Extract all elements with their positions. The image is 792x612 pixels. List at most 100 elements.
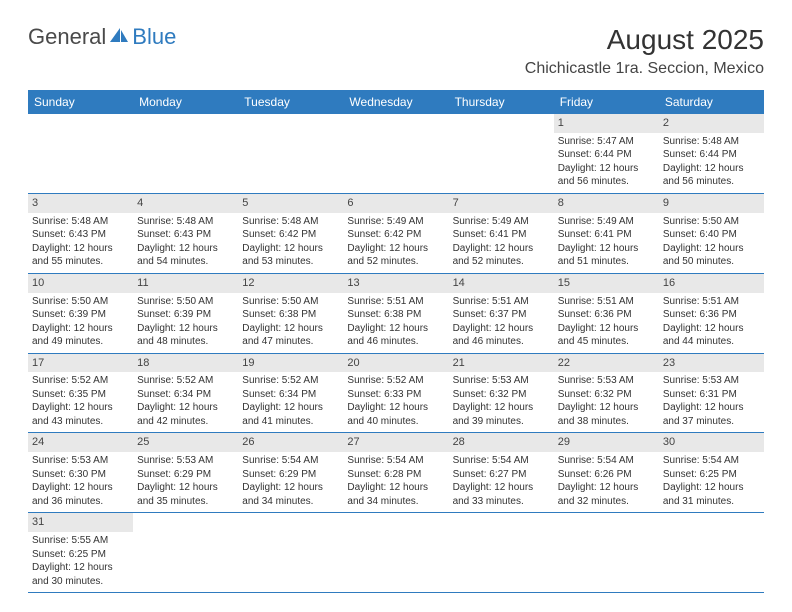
day-daylight: Daylight: 12 hours and 44 minutes. — [663, 322, 760, 349]
day-cell — [449, 114, 554, 193]
day-cell — [343, 114, 448, 193]
day-daylight: Daylight: 12 hours and 52 minutes. — [347, 242, 444, 269]
day-sunrise: Sunrise: 5:53 AM — [32, 454, 129, 468]
day-cell: 5Sunrise: 5:48 AMSunset: 6:42 PMDaylight… — [238, 194, 343, 273]
day-number: 4 — [133, 194, 238, 213]
day-cell — [28, 114, 133, 193]
day-header-row: SundayMondayTuesdayWednesdayThursdayFrid… — [28, 90, 764, 114]
day-cell — [133, 114, 238, 193]
day-daylight: Daylight: 12 hours and 51 minutes. — [558, 242, 655, 269]
day-cell: 7Sunrise: 5:49 AMSunset: 6:41 PMDaylight… — [449, 194, 554, 273]
day-body: Sunrise: 5:53 AMSunset: 6:29 PMDaylight:… — [133, 452, 238, 512]
day-sunrise: Sunrise: 5:53 AM — [453, 374, 550, 388]
day-body: Sunrise: 5:53 AMSunset: 6:32 PMDaylight:… — [449, 372, 554, 432]
day-daylight: Daylight: 12 hours and 47 minutes. — [242, 322, 339, 349]
day-header: Sunday — [28, 90, 133, 114]
day-cell: 14Sunrise: 5:51 AMSunset: 6:37 PMDayligh… — [449, 274, 554, 353]
day-body: Sunrise: 5:51 AMSunset: 6:38 PMDaylight:… — [343, 293, 448, 353]
day-sunrise: Sunrise: 5:47 AM — [558, 135, 655, 149]
day-sunset: Sunset: 6:31 PM — [663, 388, 760, 402]
day-daylight: Daylight: 12 hours and 37 minutes. — [663, 401, 760, 428]
day-body: Sunrise: 5:52 AMSunset: 6:34 PMDaylight:… — [133, 372, 238, 432]
day-sunset: Sunset: 6:36 PM — [558, 308, 655, 322]
title-block: August 2025 Chichicastle 1ra. Seccion, M… — [525, 24, 764, 78]
day-body: Sunrise: 5:54 AMSunset: 6:25 PMDaylight:… — [659, 452, 764, 512]
logo: General Blue — [28, 24, 176, 50]
week-row: 17Sunrise: 5:52 AMSunset: 6:35 PMDayligh… — [28, 354, 764, 434]
week-row: 1Sunrise: 5:47 AMSunset: 6:44 PMDaylight… — [28, 114, 764, 194]
day-sunset: Sunset: 6:32 PM — [558, 388, 655, 402]
day-number: 3 — [28, 194, 133, 213]
day-cell — [343, 513, 448, 592]
day-cell: 18Sunrise: 5:52 AMSunset: 6:34 PMDayligh… — [133, 354, 238, 433]
day-number: 11 — [133, 274, 238, 293]
day-daylight: Daylight: 12 hours and 45 minutes. — [558, 322, 655, 349]
day-sunset: Sunset: 6:38 PM — [242, 308, 339, 322]
day-cell — [449, 513, 554, 592]
day-sunset: Sunset: 6:33 PM — [347, 388, 444, 402]
day-daylight: Daylight: 12 hours and 46 minutes. — [347, 322, 444, 349]
day-sunset: Sunset: 6:40 PM — [663, 228, 760, 242]
day-sunrise: Sunrise: 5:49 AM — [347, 215, 444, 229]
day-daylight: Daylight: 12 hours and 52 minutes. — [453, 242, 550, 269]
day-sunrise: Sunrise: 5:54 AM — [558, 454, 655, 468]
day-body: Sunrise: 5:55 AMSunset: 6:25 PMDaylight:… — [28, 532, 133, 592]
day-daylight: Daylight: 12 hours and 34 minutes. — [242, 481, 339, 508]
day-sunset: Sunset: 6:41 PM — [453, 228, 550, 242]
day-number: 27 — [343, 433, 448, 452]
day-number: 14 — [449, 274, 554, 293]
calendar: SundayMondayTuesdayWednesdayThursdayFrid… — [28, 90, 764, 593]
day-body: Sunrise: 5:50 AMSunset: 6:40 PMDaylight:… — [659, 213, 764, 273]
day-cell: 4Sunrise: 5:48 AMSunset: 6:43 PMDaylight… — [133, 194, 238, 273]
day-daylight: Daylight: 12 hours and 34 minutes. — [347, 481, 444, 508]
day-body: Sunrise: 5:52 AMSunset: 6:34 PMDaylight:… — [238, 372, 343, 432]
day-daylight: Daylight: 12 hours and 33 minutes. — [453, 481, 550, 508]
day-number: 17 — [28, 354, 133, 373]
day-daylight: Daylight: 12 hours and 31 minutes. — [663, 481, 760, 508]
day-body: Sunrise: 5:54 AMSunset: 6:28 PMDaylight:… — [343, 452, 448, 512]
day-sunrise: Sunrise: 5:50 AM — [137, 295, 234, 309]
day-number: 5 — [238, 194, 343, 213]
day-body: Sunrise: 5:48 AMSunset: 6:44 PMDaylight:… — [659, 133, 764, 193]
day-sunset: Sunset: 6:44 PM — [663, 148, 760, 162]
day-body: Sunrise: 5:52 AMSunset: 6:35 PMDaylight:… — [28, 372, 133, 432]
day-cell: 20Sunrise: 5:52 AMSunset: 6:33 PMDayligh… — [343, 354, 448, 433]
day-sunrise: Sunrise: 5:52 AM — [137, 374, 234, 388]
day-cell: 31Sunrise: 5:55 AMSunset: 6:25 PMDayligh… — [28, 513, 133, 592]
day-daylight: Daylight: 12 hours and 55 minutes. — [32, 242, 129, 269]
day-cell: 16Sunrise: 5:51 AMSunset: 6:36 PMDayligh… — [659, 274, 764, 353]
day-header: Thursday — [449, 90, 554, 114]
day-cell: 2Sunrise: 5:48 AMSunset: 6:44 PMDaylight… — [659, 114, 764, 193]
day-number: 18 — [133, 354, 238, 373]
day-cell: 22Sunrise: 5:53 AMSunset: 6:32 PMDayligh… — [554, 354, 659, 433]
day-number: 15 — [554, 274, 659, 293]
day-body: Sunrise: 5:53 AMSunset: 6:32 PMDaylight:… — [554, 372, 659, 432]
day-number: 22 — [554, 354, 659, 373]
day-cell: 11Sunrise: 5:50 AMSunset: 6:39 PMDayligh… — [133, 274, 238, 353]
day-cell: 10Sunrise: 5:50 AMSunset: 6:39 PMDayligh… — [28, 274, 133, 353]
day-cell: 24Sunrise: 5:53 AMSunset: 6:30 PMDayligh… — [28, 433, 133, 512]
logo-text-general: General — [28, 24, 106, 50]
weeks-container: 1Sunrise: 5:47 AMSunset: 6:44 PMDaylight… — [28, 114, 764, 593]
day-sunrise: Sunrise: 5:50 AM — [663, 215, 760, 229]
page-title: August 2025 — [525, 24, 764, 56]
day-cell: 23Sunrise: 5:53 AMSunset: 6:31 PMDayligh… — [659, 354, 764, 433]
day-daylight: Daylight: 12 hours and 46 minutes. — [453, 322, 550, 349]
day-daylight: Daylight: 12 hours and 32 minutes. — [558, 481, 655, 508]
day-cell — [238, 114, 343, 193]
day-body: Sunrise: 5:49 AMSunset: 6:41 PMDaylight:… — [554, 213, 659, 273]
header: General Blue August 2025 Chichicastle 1r… — [28, 24, 764, 78]
day-sunrise: Sunrise: 5:50 AM — [242, 295, 339, 309]
day-daylight: Daylight: 12 hours and 36 minutes. — [32, 481, 129, 508]
day-number: 19 — [238, 354, 343, 373]
day-sunrise: Sunrise: 5:52 AM — [347, 374, 444, 388]
day-cell — [554, 513, 659, 592]
day-daylight: Daylight: 12 hours and 54 minutes. — [137, 242, 234, 269]
day-number: 13 — [343, 274, 448, 293]
day-number: 16 — [659, 274, 764, 293]
day-header: Monday — [133, 90, 238, 114]
day-cell — [238, 513, 343, 592]
day-cell: 27Sunrise: 5:54 AMSunset: 6:28 PMDayligh… — [343, 433, 448, 512]
day-sunset: Sunset: 6:37 PM — [453, 308, 550, 322]
day-number: 2 — [659, 114, 764, 133]
